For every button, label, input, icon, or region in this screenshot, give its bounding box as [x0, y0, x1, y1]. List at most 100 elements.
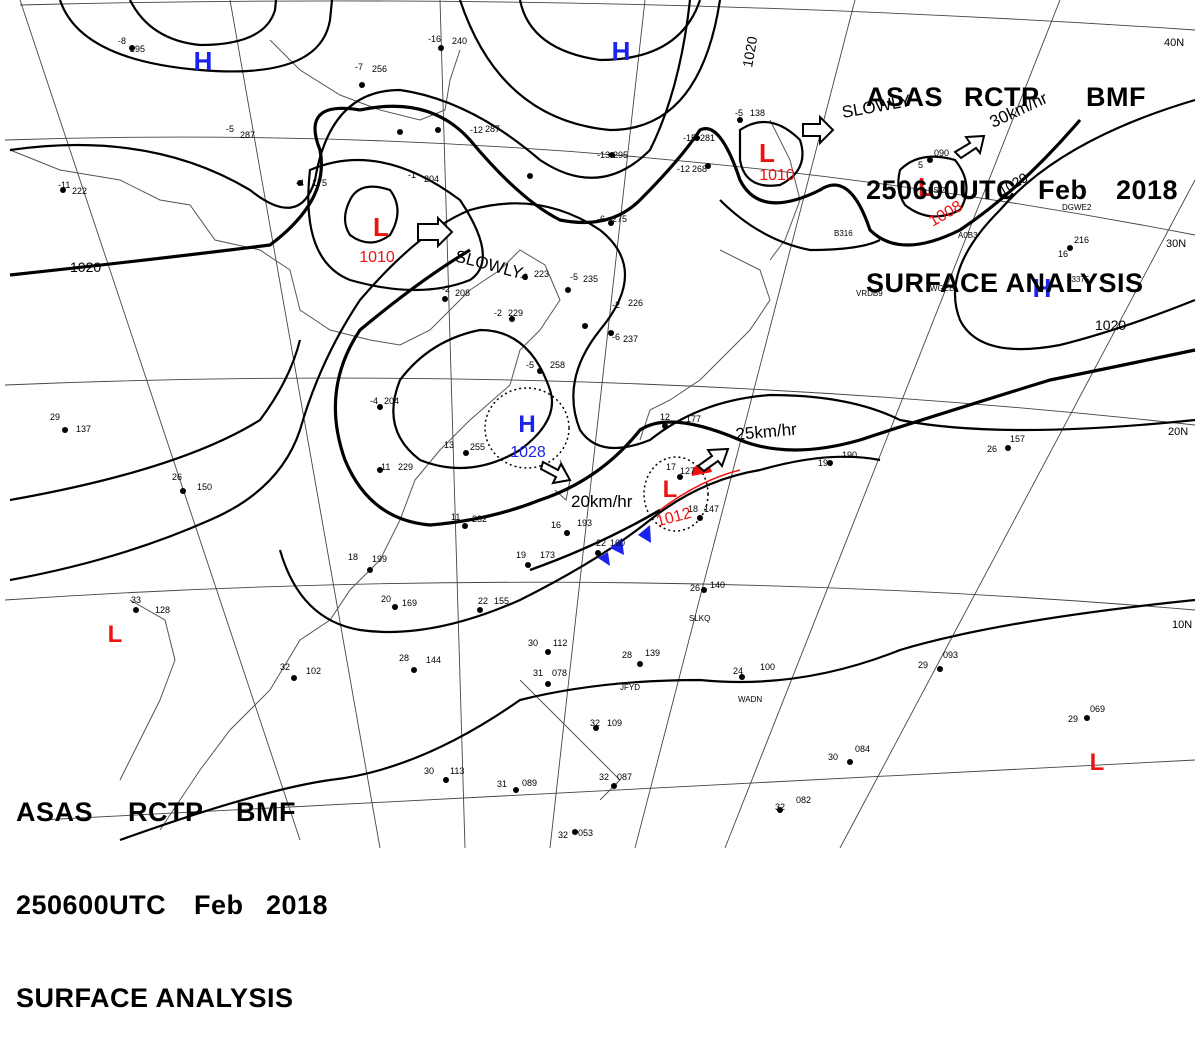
header-station: RCTP	[128, 797, 204, 827]
station-pressure: 287	[240, 130, 255, 140]
station-pressure: 140	[710, 580, 725, 590]
station-temperature: 30	[424, 766, 434, 776]
isobar-low-1010-center	[343, 185, 399, 244]
station-marker	[697, 515, 703, 521]
station-temperature: 18	[348, 552, 358, 562]
isobar-label-west: 1020	[70, 259, 101, 275]
station-pressure: 208	[455, 288, 470, 298]
motion-arrow-low-1012	[696, 447, 730, 473]
isobars	[9, 0, 1196, 842]
meridian-1	[19, 0, 301, 841]
header-agency: ASAS	[866, 82, 944, 112]
chart-header-bottom: ASAS RCTP BMF 250600UTC Feb 2018 SURFACE…	[16, 735, 328, 1045]
header-station: RCTP	[964, 82, 1040, 112]
station-marker	[545, 681, 551, 687]
station-pressure: 256	[372, 64, 387, 74]
station-pressure: 232	[472, 514, 487, 524]
low-center-sw: L	[108, 621, 123, 648]
station-temperature: 22	[596, 538, 606, 548]
station-pressure: 147	[704, 504, 719, 514]
station-temperature: 16	[1058, 249, 1068, 259]
high-center-north: H	[612, 36, 631, 66]
station-marker	[565, 287, 571, 293]
ship-id: DGWE2	[1062, 203, 1092, 212]
station-temperature: -16	[428, 34, 441, 44]
parallel-30n	[4, 136, 1196, 236]
high-value-1028: 1028	[510, 444, 546, 461]
station-marker	[595, 550, 601, 556]
lat-label-10n: 10N	[1172, 619, 1192, 631]
station-marker	[1067, 245, 1073, 251]
station-temperature: 33	[131, 595, 141, 605]
isobar-low-1010-outer	[307, 158, 484, 292]
station-pressure: 193	[577, 518, 592, 528]
lat-label-20n: 20N	[1168, 426, 1188, 438]
meridian-6	[724, 0, 1061, 849]
station-pressure: 226	[628, 298, 643, 308]
station-marker	[827, 460, 833, 466]
low-center-1012: L	[663, 476, 678, 503]
station-pressure: 229	[508, 308, 523, 318]
station-pressure: 155	[494, 596, 509, 606]
station-pressure: 137	[76, 424, 91, 434]
station-pressure: 100	[760, 662, 775, 672]
station-marker	[133, 607, 139, 613]
map-background	[0, 0, 1200, 852]
station-pressure: 139	[645, 648, 660, 658]
station-temperature: 17	[666, 462, 676, 472]
station-pressure: 204	[424, 174, 439, 184]
station-pressure: 127	[680, 466, 695, 476]
ship-id: B316	[834, 229, 853, 238]
station-marker	[637, 661, 643, 667]
header-agency: ASAS	[16, 797, 94, 827]
header-code: BMF	[236, 797, 296, 827]
station-marker	[392, 604, 398, 610]
station-temperature: 16	[551, 520, 561, 530]
dotted-rings	[484, 387, 709, 532]
meridian-2	[229, 0, 381, 849]
isobar-high-1028-ring	[392, 328, 554, 470]
ship-id: WADN	[738, 695, 762, 704]
station-marker	[677, 474, 683, 480]
station-temperature: -4	[370, 396, 378, 406]
isobar-north-high	[58, 0, 334, 73]
station-pressure: 087	[617, 772, 632, 782]
station-pressure: 222	[72, 186, 87, 196]
isobar-ne-tail	[719, 199, 881, 252]
isobar-label-east: 1020	[1095, 317, 1126, 333]
station-pressure: 169	[402, 598, 417, 608]
isobar-tropical	[119, 598, 1196, 842]
station-marker	[737, 117, 743, 123]
header-time: 250600UTC	[16, 890, 167, 920]
station-temperature: 32	[599, 772, 609, 782]
station-marker	[62, 427, 68, 433]
station-pressure: 295	[613, 150, 628, 160]
station-pressure: 090	[934, 148, 949, 158]
station-temperature: 29	[918, 660, 928, 670]
station-temperature: 22	[478, 596, 488, 606]
header-title: SURFACE ANALYSIS	[16, 983, 294, 1013]
motion-label-20kmhr: 20km/hr	[571, 492, 633, 511]
header-time: 250600UTC	[866, 175, 1017, 205]
station-marker	[367, 567, 373, 573]
station-pressure: 157	[1010, 434, 1025, 444]
station-temperature: 28	[399, 653, 409, 663]
ship-id: $3375	[1067, 275, 1090, 284]
cold-front-triangle-1	[610, 538, 624, 555]
station-temperature: 32	[590, 718, 600, 728]
station-temperature: 24	[733, 666, 743, 676]
motion-arrow-low-west	[417, 215, 454, 249]
mainland-coast	[9, 149, 561, 831]
isobar-south-ring	[278, 455, 881, 634]
station-marker	[701, 587, 707, 593]
ship-ids: B316 VRDB9 WGEB DGWE2 $3375 SLKQ JFYD WA…	[620, 186, 1092, 704]
isobar-1020-north	[359, 104, 1082, 247]
cold-front-triangle-2	[638, 525, 651, 543]
station-marker	[513, 787, 519, 793]
parallel-0	[39, 759, 1196, 821]
station-temperature: -2	[612, 300, 620, 310]
station-pressure: 229	[398, 462, 413, 472]
station-marker	[397, 129, 403, 135]
isobar-low-1010-east	[738, 120, 804, 187]
